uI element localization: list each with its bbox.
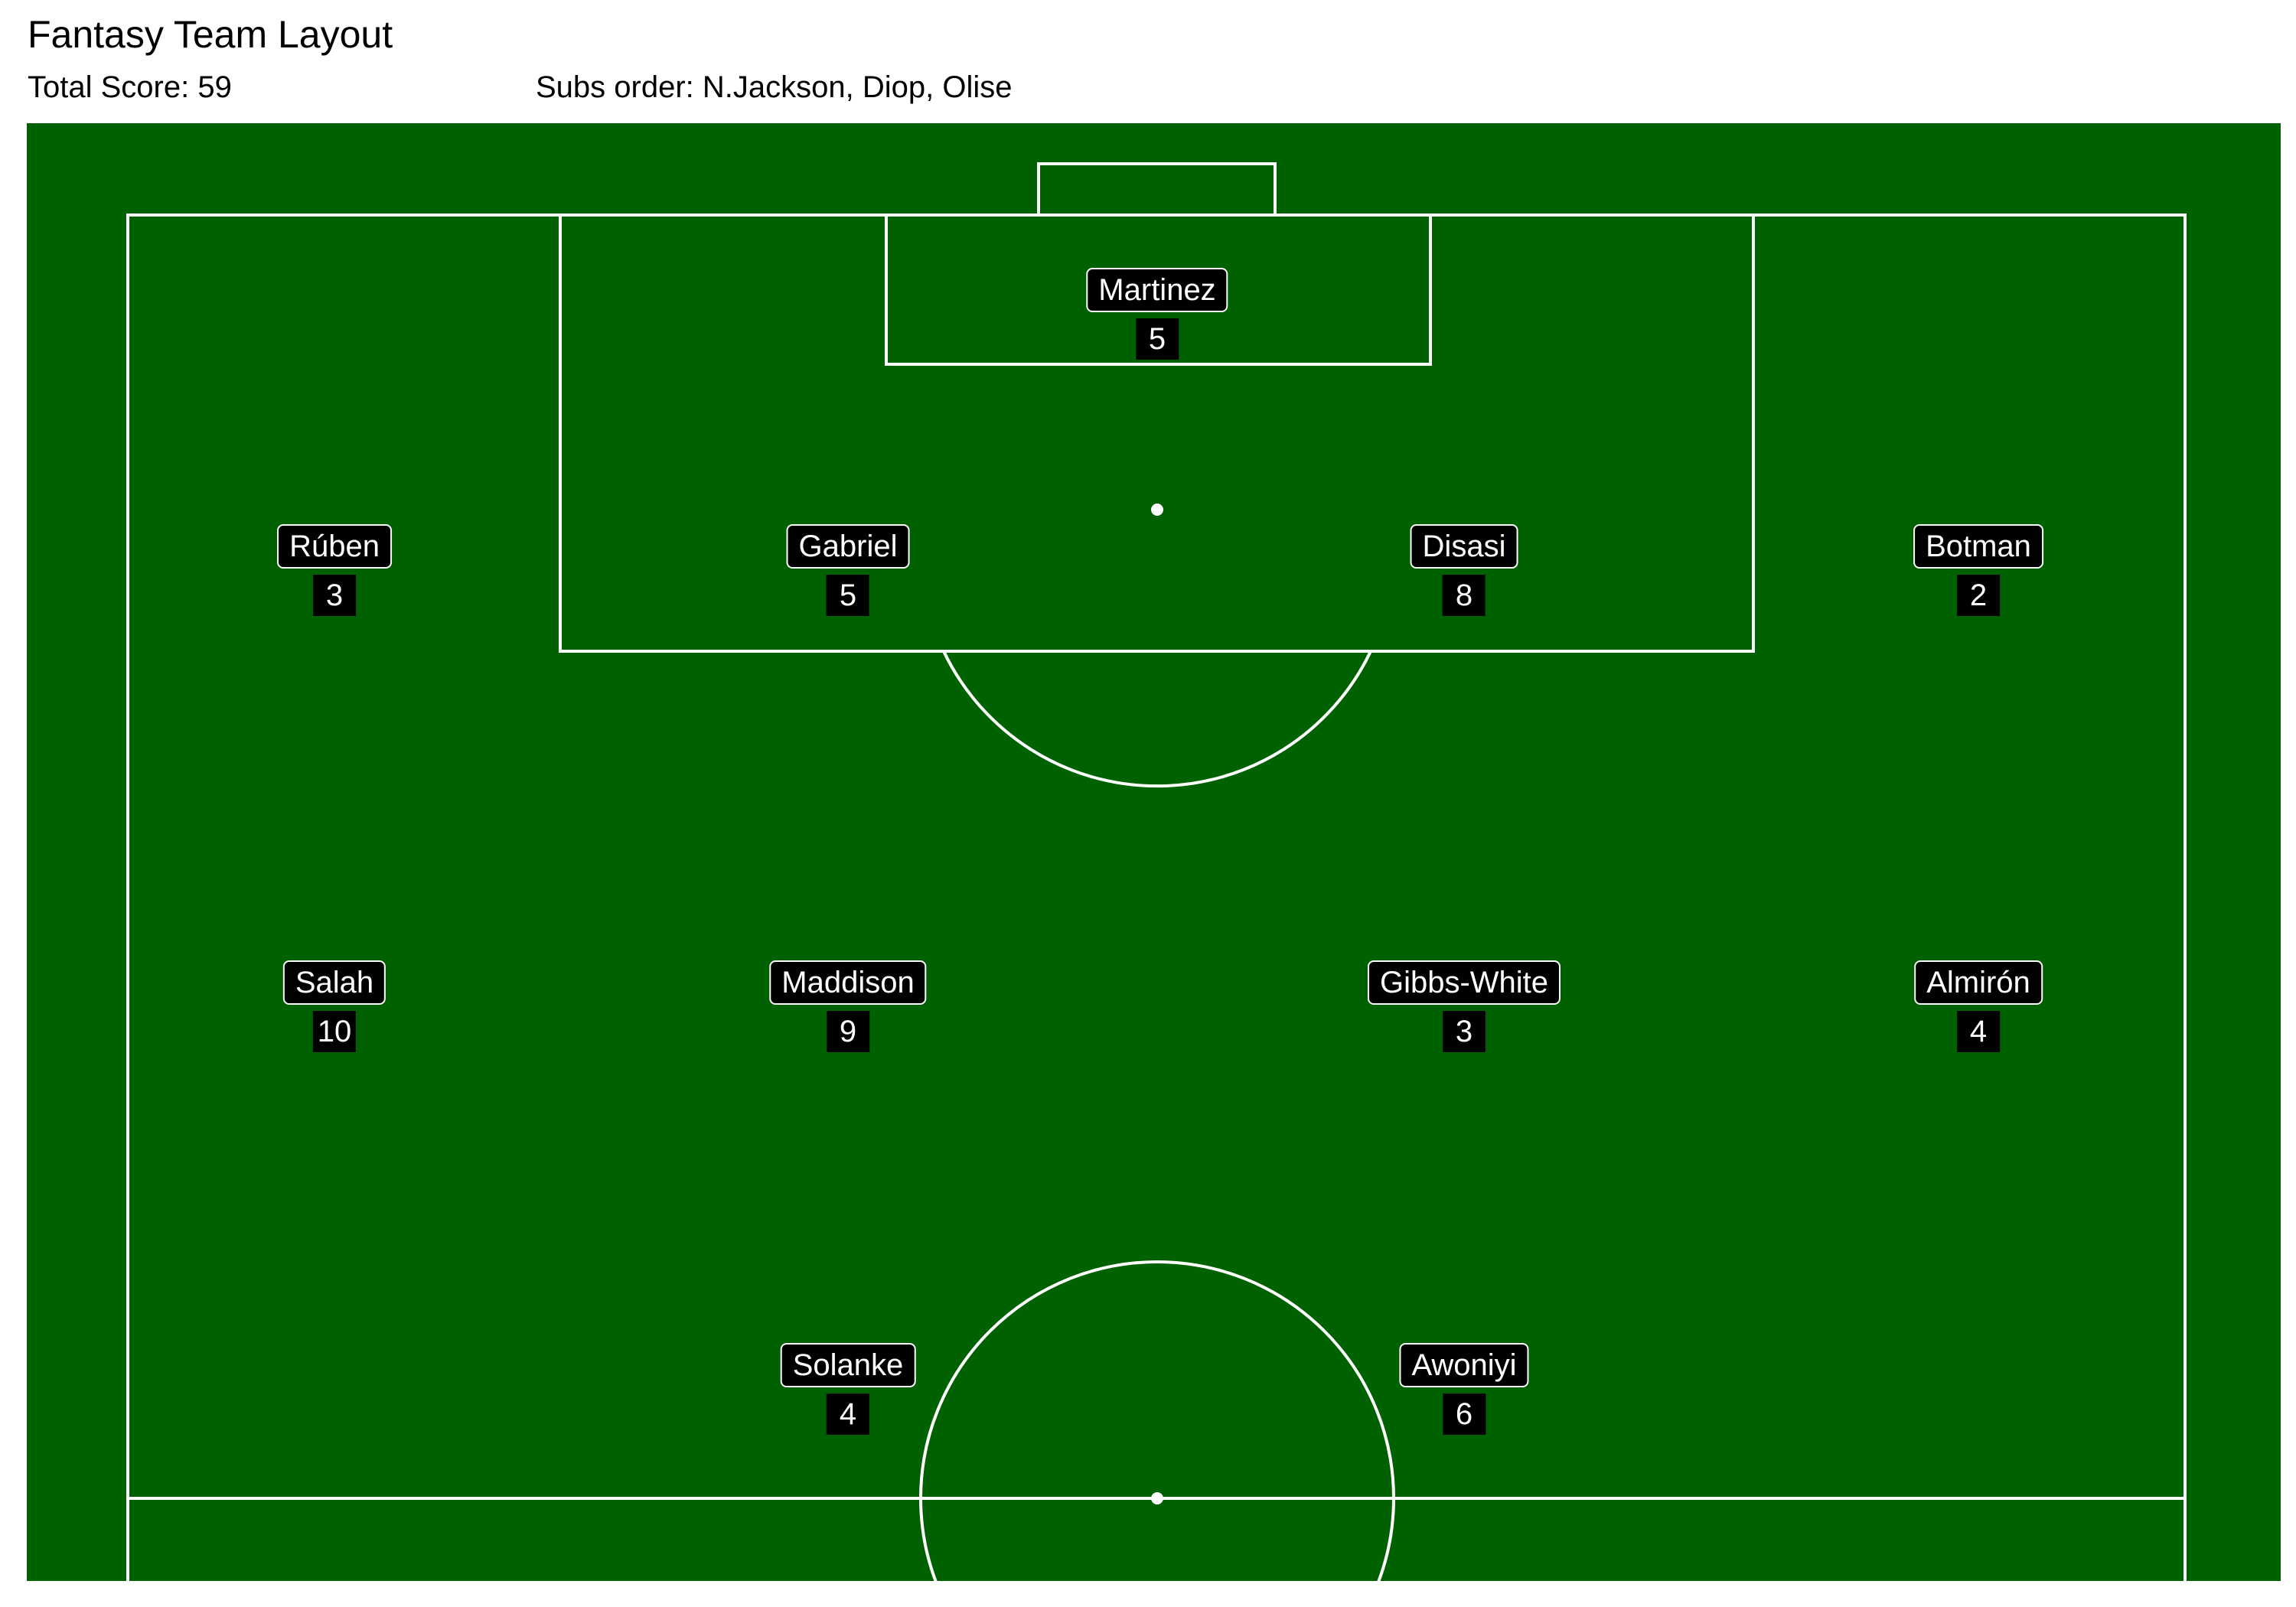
player-name: Awoniyi bbox=[1399, 1343, 1529, 1387]
player-defender: Disasi 8 bbox=[1410, 524, 1518, 616]
player-midfielder: Maddison 9 bbox=[769, 960, 927, 1052]
player-midfielder: Almirón 4 bbox=[1914, 960, 2043, 1052]
penalty-arc bbox=[942, 650, 1372, 788]
player-score: 2 bbox=[1956, 575, 2000, 616]
penalty-spot bbox=[1151, 504, 1163, 516]
player-midfielder: Gibbs-White 3 bbox=[1367, 960, 1561, 1052]
player-name: Maddison bbox=[769, 960, 927, 1005]
player-defender: Botman 2 bbox=[1913, 524, 2043, 616]
player-midfielder: Salah 10 bbox=[282, 960, 386, 1052]
player-name: Botman bbox=[1913, 524, 2043, 569]
player-score: 3 bbox=[313, 575, 356, 616]
player-score: 6 bbox=[1442, 1393, 1486, 1435]
player-name: Solanke bbox=[780, 1343, 916, 1387]
player-defender: Gabriel 5 bbox=[786, 524, 910, 616]
player-forward: Awoniyi 6 bbox=[1399, 1343, 1529, 1435]
player-name: Martinez bbox=[1086, 268, 1228, 312]
player-name: Gabriel bbox=[786, 524, 910, 569]
player-score: 4 bbox=[827, 1393, 869, 1435]
player-score: 8 bbox=[1443, 575, 1486, 616]
player-score: 10 bbox=[313, 1011, 356, 1052]
subs-order: Subs order: N.Jackson, Diop, Olise bbox=[536, 70, 1013, 104]
player-defender: Rúben 3 bbox=[277, 524, 392, 616]
player-score: 4 bbox=[1957, 1011, 2000, 1052]
player-goalkeeper: Martinez 5 bbox=[1086, 268, 1228, 360]
player-name: Disasi bbox=[1410, 524, 1518, 569]
player-name: Rúben bbox=[277, 524, 392, 569]
player-name: Almirón bbox=[1914, 960, 2043, 1005]
player-name: Salah bbox=[282, 960, 386, 1005]
centre-spot bbox=[1151, 1492, 1163, 1504]
player-score: 5 bbox=[1135, 318, 1179, 360]
player-forward: Solanke 4 bbox=[780, 1343, 916, 1435]
football-pitch bbox=[27, 123, 2281, 1581]
page-title: Fantasy Team Layout bbox=[28, 13, 393, 56]
centre-circle bbox=[919, 1260, 1395, 1581]
pitch-grass bbox=[27, 123, 2281, 1581]
player-score: 9 bbox=[827, 1011, 869, 1052]
total-score: Total Score: 59 bbox=[28, 70, 232, 104]
player-score: 3 bbox=[1443, 1011, 1486, 1052]
player-score: 5 bbox=[826, 575, 869, 616]
player-name: Gibbs-White bbox=[1367, 960, 1561, 1005]
goal-area bbox=[885, 214, 1432, 366]
